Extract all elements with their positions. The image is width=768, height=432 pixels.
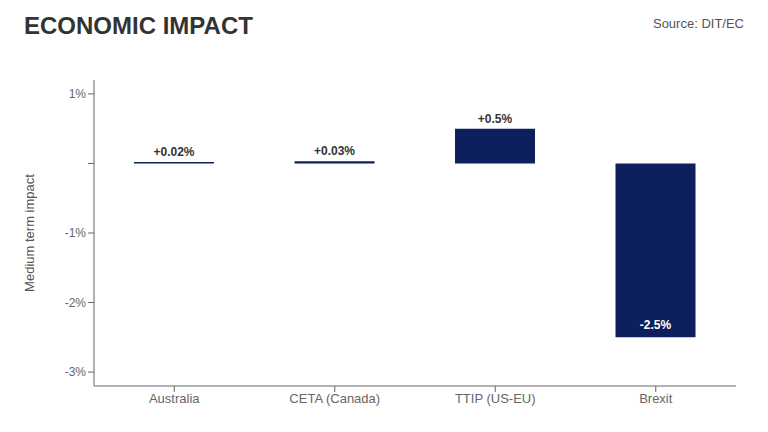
svg-text:Australia: Australia [149,391,200,406]
svg-text:1%: 1% [69,87,87,101]
svg-text:+0.5%: +0.5% [478,112,513,126]
svg-text:+0.03%: +0.03% [314,144,355,158]
html-text:ECONOMIC IMPACT: ECONOMIC IMPACT [24,12,253,39]
svg-text:-2%: -2% [65,296,87,310]
svg-text:CETA (Canada): CETA (Canada) [289,391,380,406]
svg-text:-3%: -3% [65,365,87,379]
svg-text:Brexit: Brexit [639,391,673,406]
svg-text:Medium term impact: Medium term impact [22,174,37,292]
svg-text:+0.02%: +0.02% [153,145,194,159]
svg-text:-1%: -1% [65,226,87,240]
svg-text:-2.5%: -2.5% [640,318,672,332]
html-text:Source: DIT/EC: Source: DIT/EC [653,16,744,31]
svg-text:TTIP (US-EU): TTIP (US-EU) [455,391,536,406]
